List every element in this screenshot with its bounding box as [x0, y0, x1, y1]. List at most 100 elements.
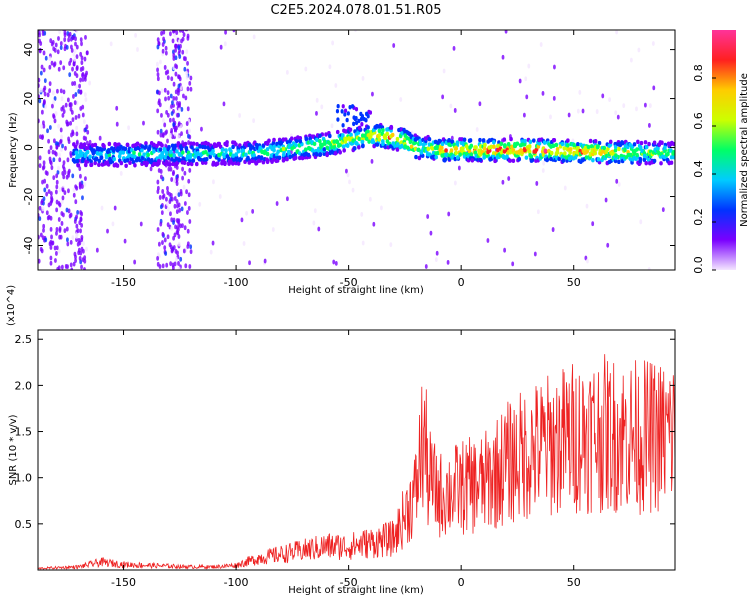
- noise-point: [54, 189, 58, 195]
- noise-point: [188, 80, 192, 86]
- noise-point: [648, 123, 651, 128]
- noise-point: [75, 237, 78, 243]
- noise-point: [178, 30, 182, 33]
- noise-point: [188, 219, 192, 224]
- noise-point: [38, 163, 42, 169]
- noise-point: [48, 81, 52, 86]
- ridge-point: [304, 136, 309, 141]
- ridge-point: [341, 133, 345, 138]
- noise-point: [55, 207, 59, 213]
- noise-point: [157, 90, 161, 96]
- ridge-point: [608, 139, 613, 145]
- ridge-point: [188, 158, 192, 163]
- ridge-point: [492, 140, 496, 145]
- ridge-point: [430, 146, 435, 151]
- ridge-point: [586, 144, 591, 150]
- noise-point: [111, 221, 115, 227]
- ridge-point: [399, 140, 404, 145]
- noise-point: [166, 234, 170, 240]
- noise-point: [76, 228, 80, 234]
- ridge-point: [325, 151, 330, 157]
- noise-point: [371, 91, 374, 97]
- noise-point: [166, 112, 170, 118]
- ridge-point: [644, 160, 648, 166]
- noise-point: [601, 93, 605, 99]
- ridge-point: [400, 131, 405, 136]
- snr-y-tick-label: 2.5: [15, 333, 33, 346]
- noise-point: [38, 216, 42, 222]
- ridge-point: [215, 161, 220, 166]
- ridge-point: [439, 145, 444, 150]
- noise-point: [172, 117, 175, 123]
- ridge-point: [551, 143, 556, 149]
- ridge-point: [119, 160, 124, 166]
- ridge-point: [395, 147, 400, 152]
- noise-point: [525, 94, 529, 100]
- noise-point: [75, 223, 79, 229]
- noise-point: [69, 239, 73, 245]
- noise-point: [77, 238, 81, 243]
- ridge-point: [537, 141, 542, 146]
- ridge-point: [189, 152, 193, 158]
- noise-point: [83, 182, 87, 187]
- noise-point: [80, 211, 84, 217]
- noise-point: [170, 76, 174, 82]
- noise-point: [185, 49, 189, 55]
- ridge-point: [527, 149, 532, 155]
- secondary-feature-point: [350, 104, 355, 109]
- noise-point: [617, 181, 621, 187]
- ridge-point: [99, 155, 104, 160]
- noise-point: [160, 210, 164, 216]
- noise-point: [166, 201, 169, 207]
- ridge-point: [285, 157, 289, 162]
- ridge-point: [121, 150, 126, 155]
- noise-point: [457, 165, 461, 171]
- noise-point: [64, 145, 67, 151]
- ridge-point: [638, 158, 642, 164]
- noise-point: [136, 47, 139, 52]
- noise-point: [75, 44, 79, 50]
- ridge-point: [170, 157, 174, 162]
- ridge-point: [257, 155, 261, 160]
- noise-point: [50, 60, 54, 66]
- ridge-point: [613, 144, 618, 149]
- ridge-point: [361, 143, 365, 149]
- noise-point: [80, 23, 83, 28]
- noise-point: [164, 50, 168, 56]
- ridge-point: [483, 142, 487, 148]
- noise-point: [55, 227, 59, 232]
- ridge-point: [443, 157, 448, 162]
- noise-point: [39, 70, 43, 76]
- noise-point: [188, 128, 191, 134]
- noise-point: [86, 129, 90, 135]
- noise-point: [60, 221, 64, 226]
- noise-point: [501, 54, 505, 60]
- secondary-feature-point: [343, 108, 348, 113]
- noise-point: [647, 267, 651, 270]
- noise-point: [48, 88, 52, 94]
- noise-point: [661, 207, 665, 213]
- noise-point: [426, 214, 430, 219]
- noise-point: [160, 31, 163, 36]
- ridge-point: [509, 136, 513, 142]
- noise-point: [174, 63, 177, 69]
- noise-point: [162, 30, 166, 35]
- noise-point: [79, 51, 83, 57]
- ridge-point: [377, 137, 382, 142]
- ridge-point: [265, 158, 270, 163]
- noise-point: [78, 184, 82, 190]
- noise-point: [70, 48, 74, 53]
- noise-point: [245, 210, 248, 216]
- ridge-point: [98, 152, 102, 157]
- snr-x-tick-label: 50: [567, 576, 581, 589]
- noise-point: [177, 45, 181, 50]
- ridge-point: [478, 157, 483, 162]
- secondary-feature-point: [352, 121, 356, 127]
- ridge-point: [180, 150, 185, 155]
- noise-point: [74, 36, 77, 42]
- noise-point: [62, 160, 66, 166]
- noise-point: [170, 111, 174, 116]
- secondary-feature-point: [359, 116, 364, 122]
- noise-point: [652, 85, 656, 91]
- ridge-point: [208, 154, 212, 159]
